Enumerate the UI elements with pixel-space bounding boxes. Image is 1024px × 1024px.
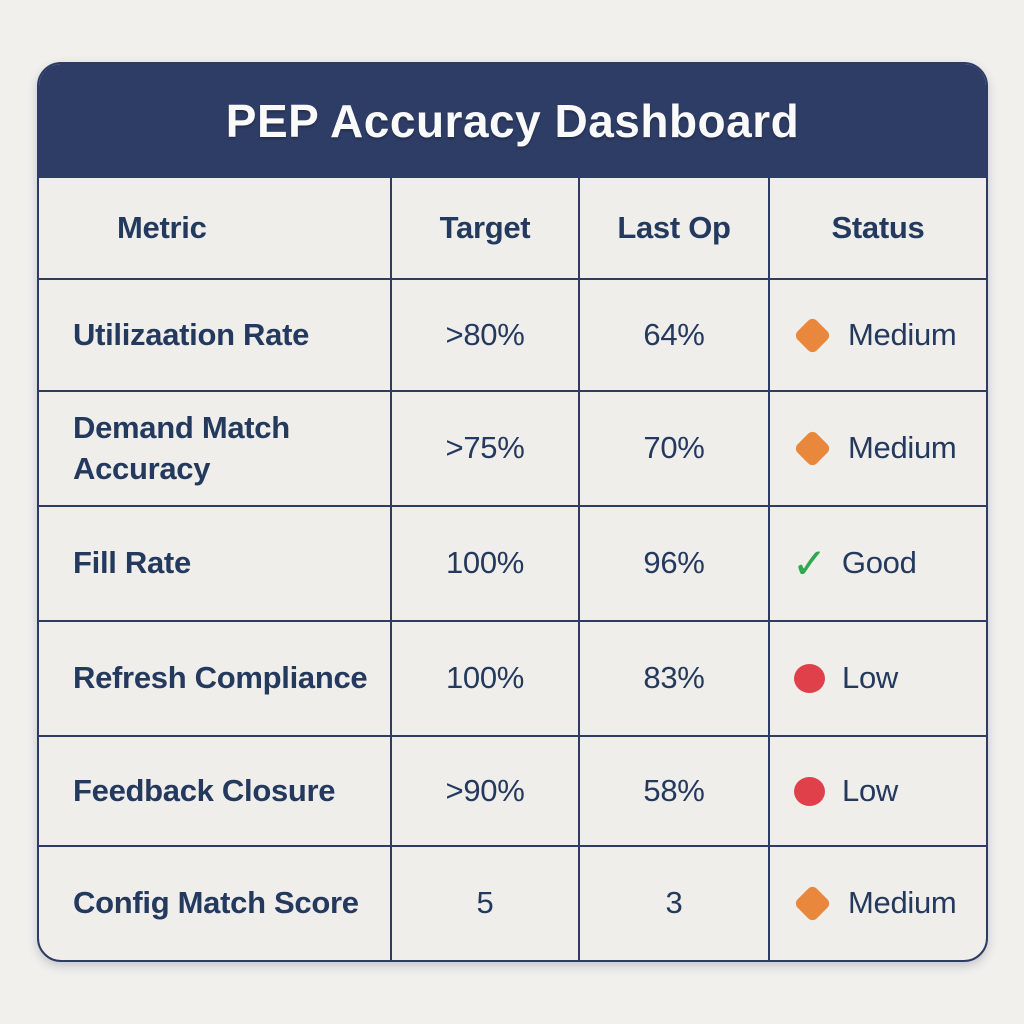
status-cell: Medium xyxy=(768,390,986,505)
column-header-status: Status xyxy=(768,178,986,278)
target-cell: 5 xyxy=(390,845,578,960)
metrics-table: Metric Target Last Op Status Utilizaatio… xyxy=(39,178,986,960)
good-check-icon xyxy=(792,543,827,585)
metric-cell: Demand Match Accuracy xyxy=(39,390,390,505)
low-circle-icon xyxy=(794,776,825,806)
metric-cell: Feedback Closure xyxy=(39,735,390,845)
status-label: Medium xyxy=(848,316,957,352)
target-cell: 100% xyxy=(390,620,578,735)
target-cell: >90% xyxy=(390,735,578,845)
last-op-cell: 58% xyxy=(578,735,768,845)
status-label: Low xyxy=(842,660,898,696)
medium-diamond-icon xyxy=(793,429,832,468)
low-circle-icon xyxy=(794,664,825,693)
last-op-cell: 70% xyxy=(578,390,768,505)
status-label: Medium xyxy=(848,430,957,466)
medium-diamond-icon xyxy=(793,315,832,355)
last-op-cell: 83% xyxy=(578,620,768,735)
status-label: Good xyxy=(841,545,917,581)
last-op-cell: 3 xyxy=(578,845,768,960)
page-title: PEP Accuracy Dashboard xyxy=(225,95,800,147)
status-cell: Low xyxy=(768,620,986,735)
metric-cell: Utilizaation Rate xyxy=(39,278,390,390)
medium-diamond-icon xyxy=(793,884,832,923)
target-cell: 100% xyxy=(390,505,578,620)
column-header-target: Target xyxy=(390,178,578,278)
column-header-metric: Metric xyxy=(117,209,207,245)
status-cell: Good xyxy=(768,505,986,620)
last-op-cell: 64% xyxy=(578,278,768,390)
dashboard-card: PEP Accuracy Dashboard Metric Target Las… xyxy=(37,62,988,962)
status-cell: Medium xyxy=(768,845,986,960)
metric-cell: Config Match Score xyxy=(39,845,390,960)
status-cell: Low xyxy=(768,735,986,845)
last-op-cell: 96% xyxy=(578,505,768,620)
metric-cell: Fill Rate xyxy=(39,505,390,620)
status-label: Low xyxy=(842,772,898,808)
target-cell: >75% xyxy=(390,390,578,505)
metric-cell: Refresh Compliance xyxy=(39,620,390,735)
status-label: Medium xyxy=(848,885,957,921)
status-cell: Medium xyxy=(768,278,986,390)
dashboard-header: PEP Accuracy Dashboard xyxy=(39,64,986,178)
column-header-last-op: Last Op xyxy=(578,178,768,278)
target-cell: >80% xyxy=(390,278,578,390)
